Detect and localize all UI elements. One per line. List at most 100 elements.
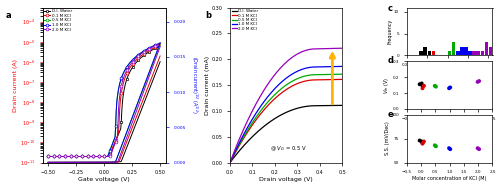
0.1 M KCl (227, 161, 233, 164)
D.I. Water (294, 107, 300, 110)
2.0 M KCl (329, 47, 335, 50)
X-axis label: Gate voltage (V): Gate voltage (V) (78, 177, 130, 182)
Point (474, 147, 482, 150)
Bar (420, 51, 423, 55)
D.I. Water (322, 105, 328, 107)
X-axis label: Molar concentration of KCl (M): Molar concentration of KCl (M) (412, 122, 487, 127)
2.0 M KCl (294, 53, 300, 56)
Text: c: c (388, 4, 393, 13)
1.0 M KCl (329, 65, 335, 68)
Point (432, 145, 440, 148)
Point (446, 86, 454, 89)
Bar (468, 51, 472, 55)
0.5 M KCl (294, 78, 300, 80)
Line: 0.5 M KCl: 0.5 M KCl (230, 74, 342, 163)
D.I. Water (228, 161, 234, 163)
Point (474, 80, 482, 83)
Y-axis label: $V_{th}$ (V): $V_{th}$ (V) (382, 76, 392, 94)
D.I. Water (296, 107, 302, 109)
Bar (452, 42, 456, 55)
0.1 M KCl (329, 78, 335, 81)
1.0 M KCl (322, 66, 328, 68)
Text: b: b (205, 11, 211, 20)
0.1 M KCl (294, 83, 300, 85)
0.1 M KCl (322, 79, 328, 81)
0.1 M KCl (294, 83, 300, 85)
Point (418, 84, 426, 87)
Point (445, 147, 453, 150)
Point (418, 87, 426, 90)
1.0 M KCl (340, 65, 345, 67)
Point (431, 144, 439, 147)
0.5 M KCl (296, 77, 302, 79)
0.5 M KCl (227, 161, 233, 164)
1.0 M KCl (294, 70, 300, 73)
Point (475, 148, 483, 151)
Point (418, 82, 426, 85)
1.0 M KCl (227, 161, 233, 164)
2.0 M KCl (296, 52, 302, 54)
Y-axis label: Frequency: Frequency (388, 19, 392, 44)
D.I. Water (329, 104, 335, 107)
2.0 M KCl (340, 47, 345, 49)
D.I. Water (294, 107, 300, 109)
Bar (476, 51, 480, 55)
0.5 M KCl (322, 73, 328, 76)
2.0 M KCl (322, 47, 328, 50)
Point (431, 84, 439, 87)
Bar (456, 51, 460, 55)
Text: @ $V_G$ = 0.5 V: @ $V_G$ = 0.5 V (270, 144, 308, 153)
Line: 1.0 M KCl: 1.0 M KCl (230, 66, 342, 163)
2.0 M KCl (227, 161, 233, 164)
Point (420, 140, 428, 143)
Y-axis label: (Drain current)$^{1/2}$ (A$^{1/2}$): (Drain current)$^{1/2}$ (A$^{1/2}$) (188, 56, 199, 114)
X-axis label: Maximum conductance (mS): Maximum conductance (mS) (414, 68, 485, 73)
1.0 M KCl (294, 70, 300, 73)
Point (418, 142, 426, 145)
X-axis label: Drain voltage (V): Drain voltage (V) (260, 177, 313, 182)
Point (446, 148, 454, 151)
0.1 M KCl (296, 82, 302, 84)
X-axis label: Molar concentration of KCl (M): Molar concentration of KCl (M) (412, 176, 487, 180)
Bar (484, 42, 488, 55)
Bar (448, 51, 452, 55)
2.0 M KCl (228, 160, 234, 163)
D.I. Water (340, 104, 345, 107)
Bar (464, 47, 468, 55)
Line: D.I. Water: D.I. Water (230, 105, 342, 163)
1.0 M KCl (296, 69, 302, 72)
Line: 0.1 M KCl: 0.1 M KCl (230, 79, 342, 163)
Text: a: a (6, 11, 11, 20)
Bar (480, 51, 484, 55)
0.5 M KCl (329, 73, 335, 76)
Point (418, 142, 426, 145)
Point (416, 83, 424, 86)
0.5 M KCl (340, 73, 345, 75)
Point (475, 80, 483, 83)
1.0 M KCl (228, 161, 234, 163)
2.0 M KCl (294, 53, 300, 55)
Point (445, 87, 453, 90)
D.I. Water (227, 161, 233, 164)
Text: e: e (388, 110, 394, 119)
Bar (456, 51, 460, 55)
Bar (488, 47, 492, 55)
Text: d: d (388, 56, 394, 65)
Point (432, 85, 440, 88)
0.1 M KCl (340, 78, 345, 81)
Y-axis label: Drain current (mA): Drain current (mA) (205, 56, 210, 115)
Bar (424, 47, 427, 55)
Legend: D.I. Water, 0.1 M KCl, 0.5 M KCl, 1.0 M KCl, 2.0 M KCl: D.I. Water, 0.1 M KCl, 0.5 M KCl, 1.0 M … (44, 8, 73, 33)
Bar (428, 51, 431, 55)
Point (416, 139, 424, 142)
Bar (432, 51, 435, 55)
Bar (472, 51, 476, 55)
0.1 M KCl (228, 161, 234, 163)
0.5 M KCl (294, 78, 300, 80)
Point (420, 84, 428, 87)
0.5 M KCl (228, 161, 234, 163)
Bar (460, 47, 464, 55)
Line: 2.0 M KCl: 2.0 M KCl (230, 48, 342, 163)
Legend: D.I. Water, 0.1 M KCl, 0.5 M KCl, 1.0 M KCl, 2.0 M KCl: D.I. Water, 0.1 M KCl, 0.5 M KCl, 1.0 M … (231, 8, 259, 32)
Point (418, 140, 426, 143)
